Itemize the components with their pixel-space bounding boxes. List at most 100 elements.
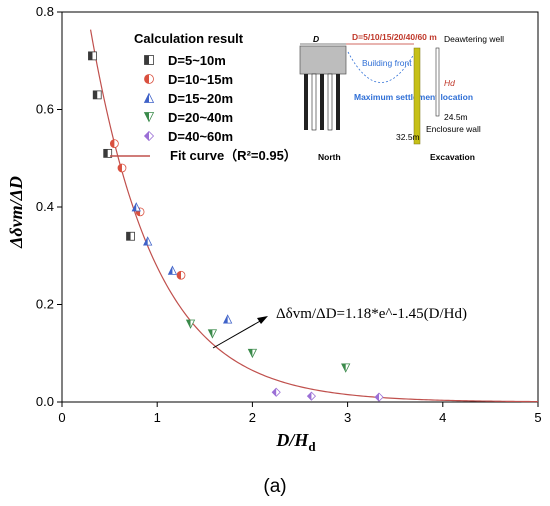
dewatering-well: [435, 47, 440, 117]
marker-fill: [144, 74, 149, 84]
x-axis-title-sub: d: [308, 439, 316, 454]
building-front-label: Building front: [362, 58, 412, 68]
depth-24-5-label: 24.5m: [444, 112, 468, 122]
inset-distance-label: D=5/10/15/20/40/60 m: [352, 32, 437, 42]
inset-diagram: D D=5/10/15/20/40/60 m Building front Ma…: [299, 32, 504, 162]
data-point: [88, 51, 97, 61]
y-tick-label: 0.0: [36, 394, 54, 409]
legend-fit-label: Fit curve（R²=0.95）: [170, 148, 297, 163]
y-axis-ticks: 0.0 0.2 0.4 0.6 0.8: [36, 4, 62, 409]
marker-fill: [144, 131, 149, 141]
legend-label: D=10~15m: [168, 72, 233, 87]
marker-fill: [117, 164, 122, 172]
y-tick-label: 0.4: [36, 199, 54, 214]
legend-marker: [144, 55, 154, 65]
data-point: [103, 148, 113, 158]
legend-item: D=20~40m: [143, 110, 233, 125]
legend-marker: [144, 74, 154, 84]
data-point: [109, 139, 119, 149]
annotation-arrow-line: [212, 319, 263, 349]
inset-D-label: D: [313, 34, 319, 44]
legend-item: D=15~20m: [143, 91, 233, 106]
Hd-label: Hd: [444, 78, 455, 88]
data-point: [271, 387, 281, 397]
x-tick-label: 3: [344, 410, 351, 425]
legend-items: D=5~10m D=10~15m D=15~20m D=20~40m D=40~60m: [143, 53, 233, 144]
pile: [327, 73, 333, 131]
annotation-arrow-head: [257, 316, 268, 324]
north-label: North: [318, 152, 341, 162]
data-point: [143, 236, 153, 246]
marker-fill: [144, 112, 149, 122]
marker-fill: [110, 139, 115, 148]
pile: [311, 73, 317, 131]
marker-fill: [143, 237, 148, 246]
settlement-trough: [347, 51, 415, 83]
marker-fill: [132, 203, 137, 211]
marker-fill: [307, 392, 312, 401]
x-axis-title-main: D/H: [275, 430, 309, 450]
x-tick-label: 4: [439, 410, 446, 425]
enclosure-wall: [413, 47, 421, 145]
legend-marker: [143, 130, 155, 142]
pile: [336, 74, 340, 130]
data-point: [117, 163, 127, 173]
data-point: [223, 314, 233, 324]
legend-item: D=10~15m: [144, 72, 233, 87]
marker-fill: [341, 363, 346, 372]
x-tick-label: 2: [249, 410, 256, 425]
data-point: [247, 348, 258, 359]
fit-equation-annotation: Δδvm/ΔD=1.18*e^-1.45(D/Hd): [212, 306, 467, 349]
max-settlement-label: Maximum settlement location: [354, 92, 473, 102]
y-tick-label: 0.6: [36, 102, 54, 117]
x-tick-label: 5: [534, 410, 541, 425]
excavation-label: Excavation: [430, 152, 475, 162]
marker-fill: [88, 51, 93, 60]
marker-fill: [272, 388, 277, 397]
pile: [304, 74, 308, 130]
legend-item: D=5~10m: [144, 53, 226, 68]
data-point: [126, 231, 135, 241]
x-tick-label: 0: [58, 410, 65, 425]
marker-fill: [103, 149, 108, 158]
marker-fill: [93, 90, 98, 99]
marker-fill: [186, 320, 191, 328]
fit-equation-label: Δδvm/ΔD=1.18*e^-1.45(D/Hd): [276, 306, 467, 322]
enclosure-label: Enclosure wall: [426, 124, 481, 134]
fit-curve: [89, 29, 539, 403]
data-point: [374, 392, 384, 402]
legend-label: D=20~40m: [168, 110, 233, 125]
y-tick-label: 0.2: [36, 297, 54, 312]
max-settlement-text: Maximum settlement location: [354, 92, 473, 102]
marker-fill: [126, 232, 131, 241]
marker-fill: [248, 349, 253, 358]
depth-32-5-label: 32.5m: [396, 132, 420, 142]
legend-label: D=15~20m: [168, 91, 233, 106]
data-point: [92, 90, 102, 100]
x-axis-title: D/Hd: [275, 430, 316, 454]
data-point: [185, 319, 196, 329]
legend-label: D=5~10m: [168, 53, 226, 68]
x-axis-ticks: 0 1 2 3 4 5: [58, 402, 542, 425]
data-point: [207, 329, 218, 339]
marker-fill: [168, 266, 173, 275]
data-point: [306, 391, 316, 401]
data-point: [131, 202, 141, 212]
data-point: [176, 270, 186, 280]
legend-marker: [143, 92, 155, 103]
pile: [320, 74, 324, 130]
legend: Calculation result D=5~10m D=10~15m D=15~2…: [110, 31, 297, 163]
marker-fill: [144, 55, 149, 65]
marker-fill: [208, 329, 213, 338]
building-body: [299, 45, 347, 75]
marker-fill: [144, 93, 149, 103]
marker-fill: [177, 271, 181, 280]
x-tick-label: 1: [154, 410, 161, 425]
data-point: [341, 363, 351, 373]
legend-title: Calculation result: [134, 31, 244, 46]
dewatering-label: Deawtering well: [444, 34, 504, 44]
marker-fill: [375, 393, 380, 402]
legend-label: D=40~60m: [168, 129, 233, 144]
